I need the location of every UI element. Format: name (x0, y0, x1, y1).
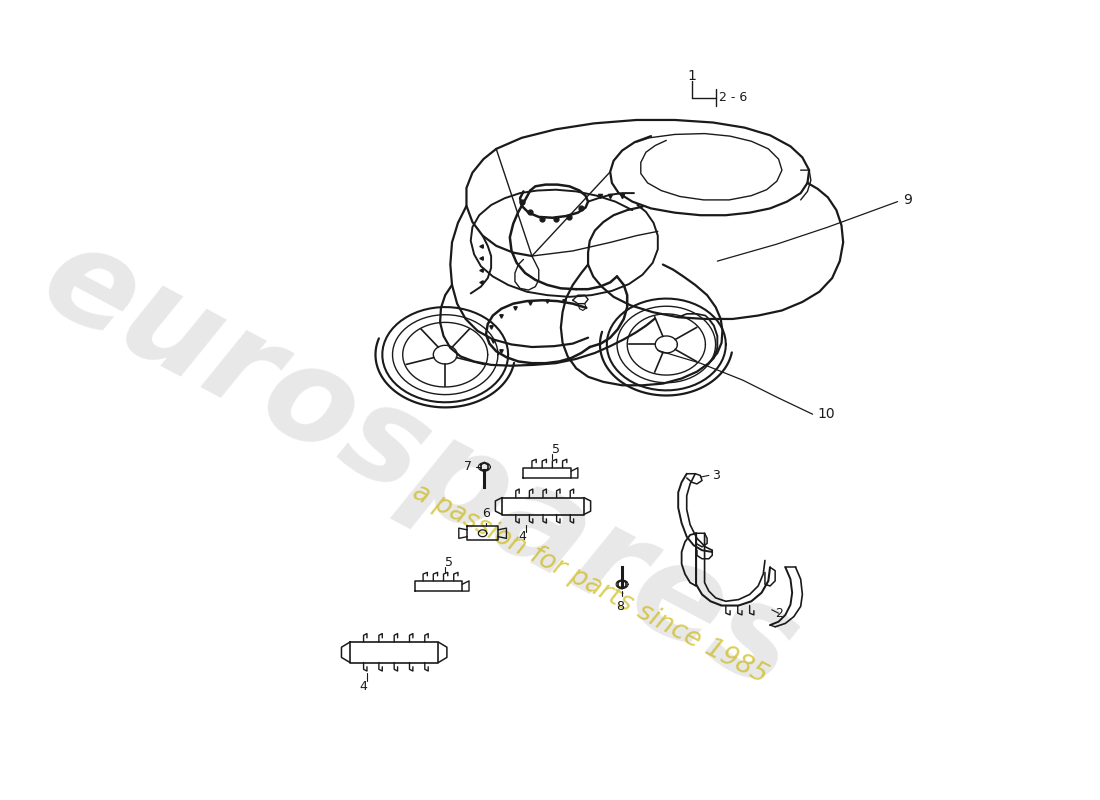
Text: 8: 8 (616, 599, 625, 613)
Text: 5: 5 (552, 443, 560, 456)
Text: 2 - 6: 2 - 6 (719, 91, 747, 104)
Text: 1: 1 (688, 69, 696, 82)
Text: eurospares: eurospares (21, 214, 818, 718)
Text: 4: 4 (519, 530, 527, 543)
Text: 7: 7 (464, 461, 472, 474)
Text: 10: 10 (817, 407, 835, 422)
Text: 3: 3 (712, 469, 720, 482)
Text: 2: 2 (776, 606, 783, 620)
Text: 6: 6 (482, 506, 490, 520)
Text: 9: 9 (903, 193, 912, 207)
Text: a passion for parts since 1985: a passion for parts since 1985 (408, 479, 772, 690)
Text: 4: 4 (360, 679, 367, 693)
Text: 5: 5 (444, 556, 452, 569)
